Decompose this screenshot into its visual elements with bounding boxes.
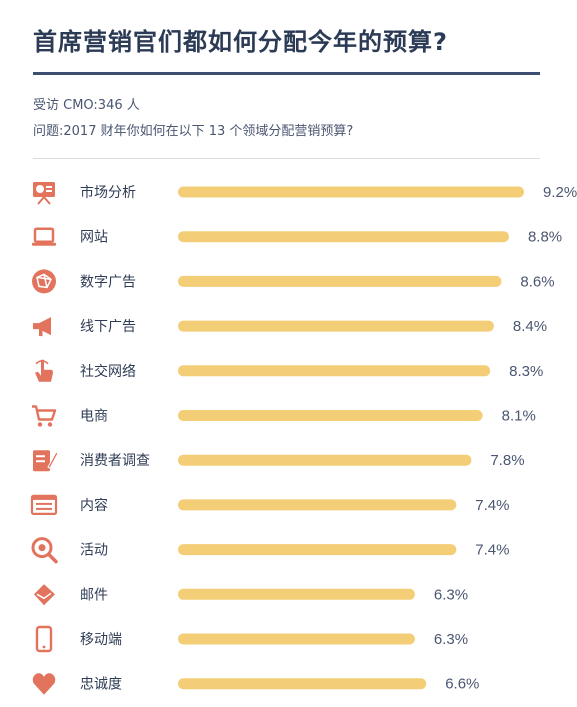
bar xyxy=(178,231,509,243)
value-label: 7.4% xyxy=(475,542,509,559)
bar xyxy=(178,633,415,645)
mail-envelope-icon xyxy=(34,584,55,606)
category-label: 数字广告 xyxy=(80,274,136,290)
category-label: 消费者调查 xyxy=(80,453,150,469)
bar xyxy=(178,275,502,287)
page-title: 首席营销官们都如何分配今年的预算? xyxy=(33,28,448,56)
bar xyxy=(178,454,472,466)
value-label: 8.3% xyxy=(509,363,543,380)
bar xyxy=(178,499,457,511)
megaphone-icon xyxy=(33,317,51,337)
value-label: 8.6% xyxy=(520,273,554,290)
value-label: 6.3% xyxy=(434,631,468,648)
value-label: 6.6% xyxy=(445,676,479,693)
category-label: 市场分析 xyxy=(80,184,136,201)
value-label: 7.8% xyxy=(490,452,524,469)
respondents-note: 受访 CMO:346 人 xyxy=(33,98,140,113)
category-label: 网站 xyxy=(80,230,108,246)
laptop-icon xyxy=(32,227,56,246)
shopping-cart-icon xyxy=(32,405,57,427)
hand-pointer-icon xyxy=(35,359,53,382)
target-search-icon xyxy=(31,537,58,564)
category-label: 内容 xyxy=(80,497,108,514)
bar xyxy=(178,588,415,600)
category-label: 社交网络 xyxy=(80,363,136,380)
bar xyxy=(178,186,524,198)
bar xyxy=(178,410,483,421)
heart-icon xyxy=(32,673,56,695)
value-label: 8.4% xyxy=(513,318,547,335)
header-divider xyxy=(33,158,540,159)
value-label: 6.3% xyxy=(434,586,468,603)
mobile-phone-icon xyxy=(35,625,53,653)
category-label: 忠诚度 xyxy=(80,677,122,693)
bar xyxy=(178,365,491,377)
value-label: 8.8% xyxy=(528,229,562,246)
bar xyxy=(178,320,494,332)
survey-pencil-icon xyxy=(33,450,59,472)
category-label: 线下广告 xyxy=(80,319,136,335)
category-label: 移动端 xyxy=(80,632,122,648)
category-label: 活动 xyxy=(80,543,108,559)
category-label: 电商 xyxy=(80,409,108,425)
globe-network-icon xyxy=(32,269,56,294)
bar xyxy=(178,544,457,556)
value-label: 7.4% xyxy=(475,497,509,514)
value-label: 8.1% xyxy=(502,408,536,425)
bar xyxy=(178,678,427,690)
value-label: 9.2% xyxy=(543,184,577,201)
title-underline xyxy=(33,72,540,75)
question-note: 问题:2017 财年你如何在以下 13 个领域分配营销预算? xyxy=(33,124,354,139)
category-label: 邮件 xyxy=(80,587,108,603)
content-list-icon xyxy=(30,494,58,515)
presentation-board-icon xyxy=(33,182,55,205)
